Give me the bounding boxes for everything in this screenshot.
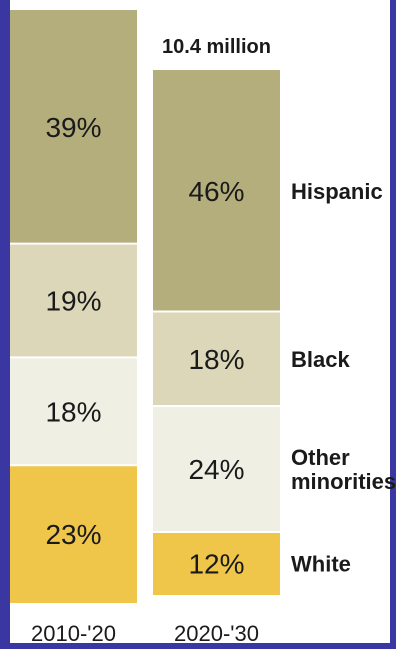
legend-label: White [291, 552, 351, 577]
left-border-stripe [0, 0, 10, 649]
category-label: 2020-'30 [174, 621, 259, 646]
data-label: 12% [188, 549, 244, 580]
data-label: 18% [188, 344, 244, 375]
data-label: 46% [188, 176, 244, 207]
bar-segment [153, 406, 280, 532]
right-border-stripe [390, 0, 396, 649]
legend-label: Other minorities [291, 445, 396, 494]
data-label: 19% [45, 286, 101, 317]
bar-segment [10, 465, 137, 603]
data-label: 39% [45, 112, 101, 143]
bar-segment [10, 243, 137, 358]
legend-label: Hispanic [291, 179, 383, 204]
bar-segment [10, 357, 137, 466]
total-label: 10.4 million [162, 36, 271, 58]
category-label: 2010-'20 [31, 621, 116, 646]
data-label: 18% [45, 396, 101, 427]
bottom-border-band [0, 643, 396, 649]
bar-segment [153, 70, 280, 312]
data-label: 23% [45, 519, 101, 550]
data-label: 24% [188, 454, 244, 485]
bar-segment [153, 311, 280, 406]
bar-segment [153, 532, 280, 595]
legend-label: Black [291, 347, 350, 372]
bar-segment [10, 10, 137, 244]
